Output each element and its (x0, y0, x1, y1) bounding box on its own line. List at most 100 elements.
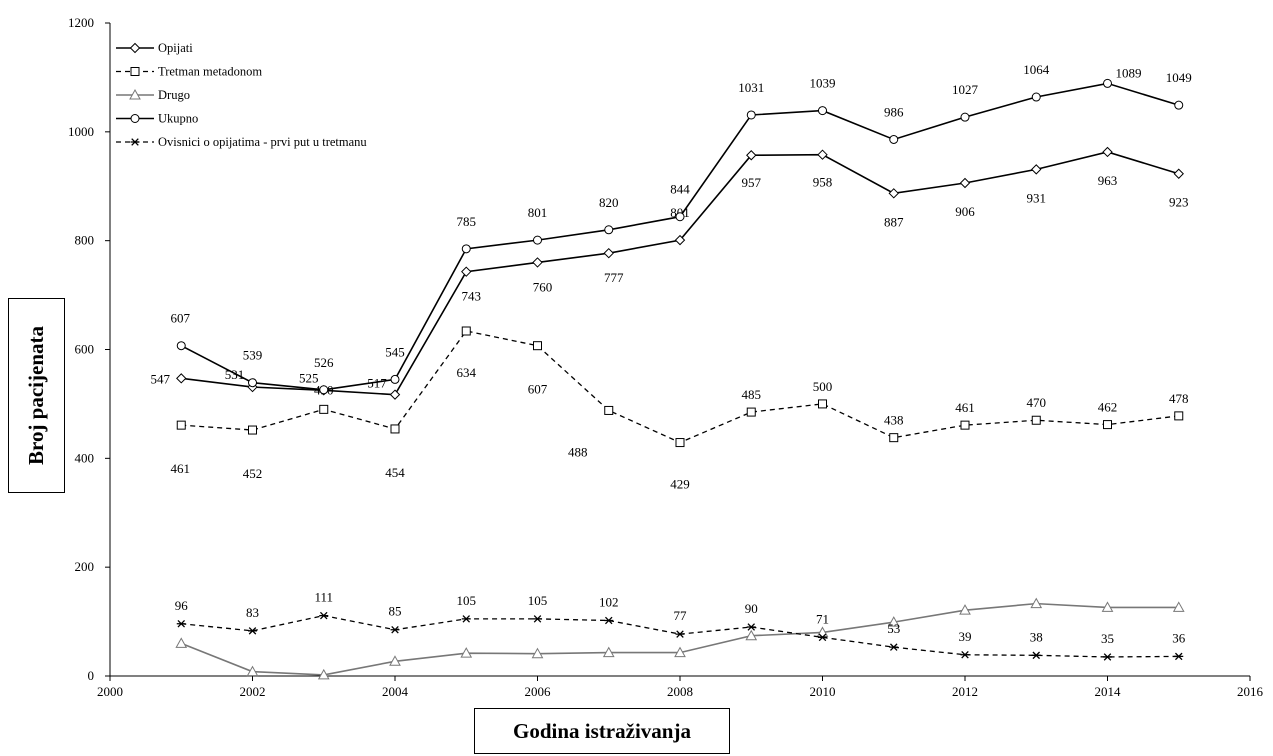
legend-marker (130, 67, 140, 76)
data-point (603, 247, 614, 259)
x-axis-title-text: Godina istraživanja (513, 718, 691, 743)
legend-label: Tretman metadonom (158, 65, 262, 79)
data-point (533, 235, 542, 245)
y-axis-title-text: Broj pacijenata (24, 325, 49, 466)
x-tick-label: 2014 (1095, 684, 1122, 699)
series-drugo (175, 597, 1185, 680)
legend-marker (129, 88, 141, 100)
x-tick-label: 2002 (240, 684, 266, 699)
data-point (1102, 146, 1113, 158)
series-ukupno: 607 539 526 545 785 801 820 844 1031 1039 986 1027 1… (171, 62, 1192, 395)
data-label: 785 (457, 214, 477, 229)
data-point (960, 651, 970, 659)
data-label: 958 (813, 175, 833, 190)
data-label: 500 (813, 379, 833, 394)
y-axis-title: Broj pacijenata (8, 298, 65, 493)
x-tick-label: 2012 (952, 684, 978, 699)
data-point (248, 425, 257, 435)
data-label: 102 (599, 594, 619, 609)
data-label: 462 (1098, 400, 1118, 415)
legend-label: Drugo (158, 88, 190, 102)
x-tick-label: 2006 (525, 684, 552, 699)
data-label: 1064 (1023, 62, 1050, 77)
x-tick-label: 2008 (667, 684, 693, 699)
data-point (176, 373, 187, 384)
data-label: 607 (171, 311, 191, 326)
data-label: 801 (528, 205, 548, 220)
data-point (604, 225, 614, 235)
legend-label: Opijati (158, 41, 193, 55)
data-point (176, 420, 186, 430)
data-label: 111 (314, 590, 333, 605)
series-ovisnici: 96 83 111 85 105 105 102 77 90 71 53 39 38 35 36 (175, 590, 1186, 661)
data-label: 539 (243, 348, 263, 363)
series-tretman: 4614524904546346074884294855004384614704… (171, 326, 1189, 492)
data-label: 963 (1098, 173, 1118, 188)
data-point (532, 257, 543, 268)
data-point (674, 646, 686, 658)
data-label: 931 (1027, 190, 1047, 205)
data-label: 478 (1169, 391, 1189, 406)
y-tick-label: 1200 (68, 15, 94, 30)
data-point (889, 134, 899, 144)
data-point (460, 647, 473, 658)
data-point (319, 385, 329, 395)
data-label: 923 (1169, 195, 1189, 210)
data-label: 777 (604, 270, 624, 285)
data-label: 1049 (1166, 70, 1192, 85)
data-label: 957 (742, 175, 762, 190)
data-label: 547 (151, 371, 171, 386)
data-label: 105 (457, 593, 477, 608)
data-point (818, 633, 827, 642)
data-point (390, 424, 400, 434)
data-point (960, 420, 970, 430)
data-label: 105 (528, 593, 548, 608)
data-label: 429 (670, 477, 690, 492)
data-point (1174, 411, 1184, 421)
y-tick-label: 1000 (68, 124, 94, 139)
data-point (319, 404, 329, 414)
data-label: 38 (1030, 629, 1043, 644)
data-point (175, 637, 188, 648)
legend-marker (129, 42, 141, 54)
data-point (461, 615, 471, 623)
data-point (246, 665, 259, 677)
x-tick-label: 2010 (810, 684, 836, 699)
data-point (389, 389, 401, 400)
data-label: 461 (955, 400, 975, 415)
data-point (176, 341, 186, 351)
data-point (818, 106, 827, 116)
y-tick-label: 0 (88, 668, 95, 683)
data-label: 1027 (952, 82, 979, 97)
data-point (1031, 92, 1041, 102)
data-label: 39 (959, 629, 972, 644)
data-point (319, 611, 329, 620)
y-tick-label: 800 (75, 233, 95, 248)
data-point (604, 616, 614, 625)
data-point (746, 150, 757, 161)
data-point (1103, 653, 1112, 661)
data-label: 1089 (1116, 65, 1142, 80)
data-point (959, 604, 971, 615)
data-point (1103, 78, 1112, 88)
data-point (746, 110, 756, 120)
legend-marker (130, 114, 140, 123)
data-point (602, 646, 615, 658)
legend-marker (130, 138, 140, 146)
data-point (675, 438, 685, 448)
data-point (461, 326, 471, 336)
data-point (818, 399, 827, 409)
data-label: 820 (599, 195, 619, 210)
data-label: 53 (887, 621, 900, 636)
data-label: 35 (1101, 631, 1114, 646)
data-point (1174, 652, 1184, 661)
data-point (248, 378, 257, 388)
data-point (176, 620, 186, 628)
data-label: 90 (745, 601, 758, 616)
data-label: 526 (314, 355, 334, 370)
data-label: 634 (457, 365, 477, 380)
data-point (533, 341, 542, 351)
data-point (674, 234, 686, 246)
data-point (888, 188, 899, 199)
